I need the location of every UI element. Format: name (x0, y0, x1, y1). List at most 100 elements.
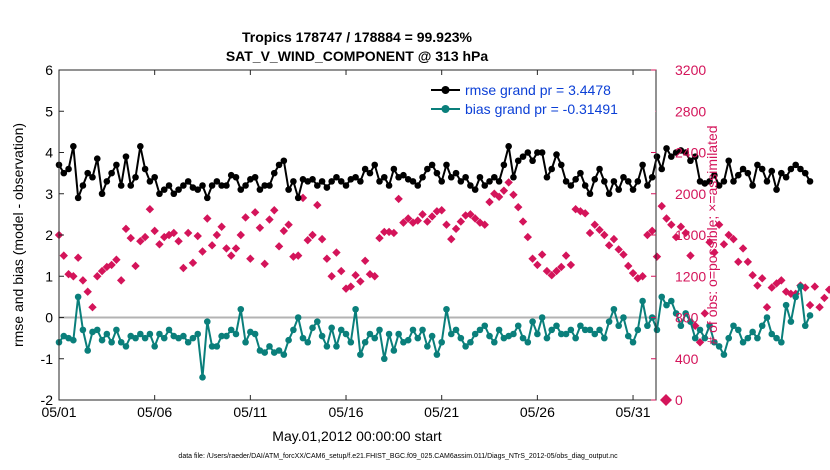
chart-subtitle: SAT_V_WIND_COMPONENT @ 313 hPa (226, 48, 489, 64)
obs-assimilated-point (155, 240, 164, 249)
obs-assimilated-point (604, 241, 614, 250)
obs-assimilated-point (557, 262, 566, 272)
obs-assimilated-point (418, 210, 427, 219)
obs-assimilated-point (150, 226, 159, 236)
obs-assimilated-point (700, 309, 709, 318)
rmse-point (438, 178, 445, 185)
obs-assimilated-point (160, 232, 169, 242)
rmse-point (725, 157, 733, 165)
obs-assimilated-point (490, 189, 499, 198)
rmse-point (620, 173, 627, 181)
rmse-point (256, 186, 264, 193)
bias-point (529, 318, 536, 325)
bias-point (457, 334, 465, 342)
obs-assimilated-point (657, 201, 666, 211)
obs-assimilated-point (360, 256, 370, 265)
rmse-point (180, 182, 187, 189)
obs-assimilated-point (451, 224, 461, 234)
rmse-point (447, 173, 455, 181)
obs-assimilated-markers (54, 178, 830, 347)
obs-assimilated-point (337, 266, 346, 276)
obs-assimilated-point (423, 217, 432, 226)
rmse-point (285, 186, 292, 193)
bias-point (93, 326, 101, 334)
obs-assimilated-point (461, 211, 470, 220)
y2-tick-label: 2400 (675, 145, 706, 161)
rmse-point (160, 186, 168, 193)
bias-point (605, 318, 613, 325)
obs-assimilated-point (356, 277, 365, 286)
legend-box (425, 75, 656, 121)
obs-assimilated-point (494, 192, 504, 202)
bias-point (70, 336, 77, 344)
bias-point (137, 330, 144, 338)
bias-point (596, 326, 603, 334)
obs-assimilated-point (820, 293, 829, 303)
obs-assimilated-point (88, 302, 97, 312)
obs-assimilated-point (308, 230, 317, 240)
bias-point (79, 326, 87, 334)
bias-point (749, 328, 756, 336)
obs-assimilated-point (576, 207, 585, 216)
obs-assimilated-point (241, 213, 250, 222)
obs-assimilated-point (810, 282, 820, 291)
rmse-point (294, 194, 302, 202)
bias-point (117, 338, 125, 346)
rmse-point (337, 178, 345, 185)
rmse-point (117, 182, 125, 189)
y-tick-label: -1 (41, 351, 54, 367)
obs-assimilated-point (480, 220, 489, 229)
bias-point (242, 338, 249, 346)
bias-point (577, 322, 584, 330)
bias-point (672, 310, 680, 317)
rmse-point (342, 182, 350, 189)
rmse-point (557, 161, 565, 169)
x-tick-label: 05/06 (137, 404, 172, 420)
obs-assimilated-point (547, 271, 556, 280)
obs-assimilated-point (188, 258, 198, 268)
rmse-point (84, 169, 92, 177)
y2-tick-label: 3200 (675, 62, 706, 78)
bias-point (639, 297, 646, 305)
bias-point (160, 334, 168, 342)
obs-assimilated-point (389, 228, 399, 238)
bias-point (275, 347, 283, 354)
rmse-point (534, 149, 541, 156)
bias-point (347, 338, 355, 346)
bias-point (337, 326, 345, 334)
obs-assimilated-point (227, 251, 236, 260)
bias-point (237, 305, 245, 313)
bias-point (452, 326, 460, 334)
obs-assimilated-point (542, 266, 552, 276)
y2-tick-label: 2000 (675, 186, 706, 202)
bias-point (385, 330, 393, 338)
rmse-point (682, 149, 689, 156)
rmse-point (333, 173, 340, 181)
bias-point (720, 351, 728, 358)
rmse-point (663, 145, 670, 152)
rmse-point (156, 190, 163, 198)
rmse-point (419, 173, 426, 181)
bias-point (438, 338, 445, 346)
obs-assimilated-point (351, 271, 360, 280)
obs-assimilated-point (437, 206, 446, 215)
obs-assimilated-point (394, 194, 403, 204)
rmse-point (266, 182, 273, 189)
rmse-point (543, 173, 551, 181)
rmse-point (778, 169, 785, 177)
y2-axis-label: # of obs: o=possible; ×=assimilated (704, 125, 720, 344)
rmse-point (208, 182, 216, 189)
rmse-point (720, 178, 728, 185)
obs-assimilated-point (748, 271, 757, 280)
bias-point (395, 330, 402, 338)
rmse-point (591, 176, 599, 183)
bias-point (251, 330, 259, 338)
bias-point (610, 305, 618, 313)
rmse-point (749, 182, 756, 189)
rmse-point (505, 143, 512, 150)
obs-assimilated-point (270, 206, 279, 215)
rmse-point (601, 178, 608, 185)
obs-assimilated-point (116, 276, 126, 285)
bias-point (208, 343, 216, 350)
bias-point (725, 334, 733, 342)
